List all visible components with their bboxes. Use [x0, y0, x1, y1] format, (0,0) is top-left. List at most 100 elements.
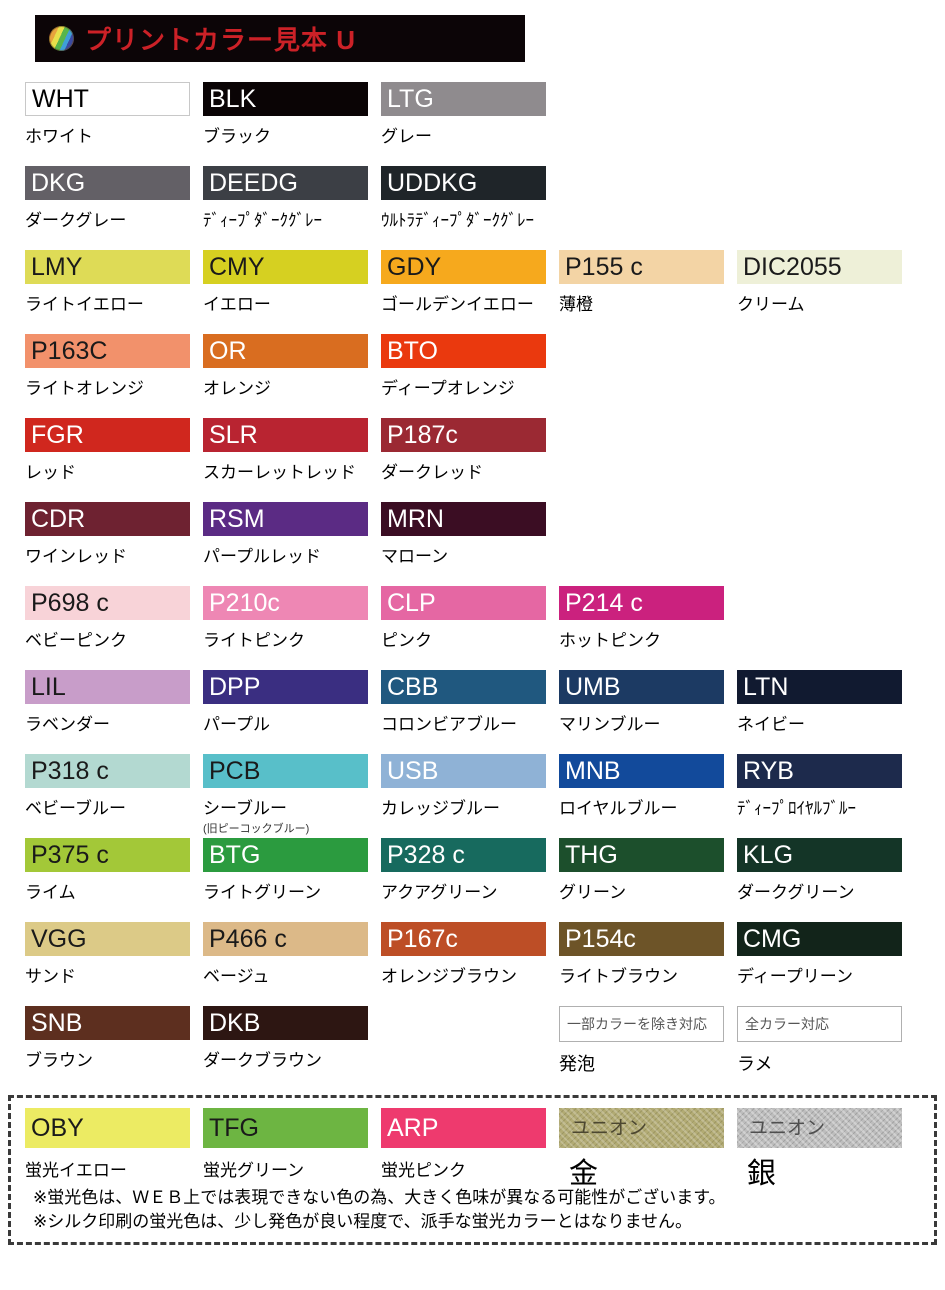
- color-cell-p210c: P210c ライトピンク: [203, 586, 368, 670]
- color-name: 蛍光イエロー: [25, 1161, 127, 1180]
- color-swatch: DIC2055: [737, 250, 902, 284]
- color-swatch: CBB: [381, 670, 546, 704]
- color-cell-umb: UMB マリンブルー: [559, 670, 724, 754]
- notes: ※蛍光色は、ＷＥＢ上では表現できない色の為、大きく色味が異なる可能性がございます…: [33, 1186, 726, 1234]
- color-cell-klg: KLG ダークグリーン: [737, 838, 902, 922]
- color-cell-p328c: P328 c アクアグリーン: [381, 838, 546, 922]
- color-swatch: CDR: [25, 502, 190, 536]
- color-name: アクアグリーン: [381, 883, 498, 902]
- color-cell-lmy: LMY ライトイエロー: [25, 250, 190, 334]
- color-cell-p155c: P155 c 薄橙: [559, 250, 724, 334]
- color-cell-tfg: TFG 蛍光グリーン: [203, 1108, 368, 1192]
- color-name: ロイヤルブルー: [559, 799, 678, 818]
- support-box: 一部カラーを除き対応: [559, 1006, 724, 1042]
- color-name: オレンジブラウン: [381, 967, 517, 986]
- color-name: ディープリーン: [737, 967, 853, 986]
- color-cell-oby: OBY 蛍光イエロー: [25, 1108, 190, 1192]
- color-swatch: DKB: [203, 1006, 368, 1040]
- color-name: イエロー: [203, 295, 271, 314]
- color-swatch: CMY: [203, 250, 368, 284]
- color-swatch: DPP: [203, 670, 368, 704]
- color-name: ベージュ: [203, 967, 270, 986]
- color-name: マリンブルー: [559, 715, 661, 734]
- color-cell-p375c: P375 c ライム: [25, 838, 190, 922]
- color-cell-p167c: P167c オレンジブラウン: [381, 922, 546, 1006]
- support-box: 全カラー対応: [737, 1006, 902, 1042]
- support-cell: 全カラー対応 ラメ: [737, 1006, 902, 1090]
- color-name: グリーン: [559, 883, 627, 902]
- rainbow-palette-icon: [49, 26, 74, 51]
- color-swatch: P155 c: [559, 250, 724, 284]
- color-cell-uddkg: UDDKG ｳﾙﾄﾗﾃﾞｨｰﾌﾟﾀﾞｰｸｸﾞﾚｰ: [381, 166, 546, 250]
- color-name: マローン: [381, 547, 449, 566]
- color-swatch: BTO: [381, 334, 546, 368]
- empty-cell: [559, 166, 724, 250]
- empty-cell: [737, 502, 902, 586]
- color-swatch: LTG: [381, 82, 546, 116]
- color-cell-deedg: DEEDG ﾃﾞｨｰﾌﾟﾀﾞｰｸｸﾞﾚｰ: [203, 166, 368, 250]
- color-swatch: DEEDG: [203, 166, 368, 200]
- color-cell-thg: THG グリーン: [559, 838, 724, 922]
- color-cell-slr: SLR スカーレットレッド: [203, 418, 368, 502]
- color-swatch: LMY: [25, 250, 190, 284]
- empty-cell: [737, 334, 902, 418]
- color-swatch: LIL: [25, 670, 190, 704]
- color-name: ブラック: [203, 127, 271, 146]
- color-name: ライトピンク: [203, 631, 305, 650]
- color-swatch: FGR: [25, 418, 190, 452]
- color-cell-p318c: P318 c ベビーブルー: [25, 754, 190, 838]
- note-line: ※蛍光色は、ＷＥＢ上では表現できない色の為、大きく色味が異なる可能性がございます…: [33, 1188, 726, 1207]
- color-swatch: P328 c: [381, 838, 546, 872]
- color-cell-bto: BTO ディープオレンジ: [381, 334, 546, 418]
- color-cell-blk: BLK ブラック: [203, 82, 368, 166]
- color-swatch: SNB: [25, 1006, 190, 1040]
- color-cell-cbb: CBB コロンビアブルー: [381, 670, 546, 754]
- color-cell-ltg: LTG グレー: [381, 82, 546, 166]
- color-cell-mnb: MNB ロイヤルブルー: [559, 754, 724, 838]
- fabric-swatch: ユニオン: [559, 1108, 724, 1148]
- color-swatch: KLG: [737, 838, 902, 872]
- color-swatch: CMG: [737, 922, 902, 956]
- empty-cell: [381, 1006, 546, 1090]
- color-cell-ryb: RYB ﾃﾞｨｰﾌﾟﾛｲﾔﾙﾌﾞﾙｰ: [737, 754, 902, 838]
- color-name: ダークレッド: [381, 463, 483, 482]
- color-swatch: P163C: [25, 334, 190, 368]
- color-cell-mrn: MRN マローン: [381, 502, 546, 586]
- fluorescent-section: OBY 蛍光イエロー TFG 蛍光グリーン ARP 蛍光ピンク ユニオン金ユニオン銀 ※蛍光…: [8, 1095, 937, 1245]
- empty-cell: [559, 502, 724, 586]
- color-swatch: BLK: [203, 82, 368, 116]
- color-cell-p163c: P163C ライトオレンジ: [25, 334, 190, 418]
- color-cell-p187c: P187c ダークレッド: [381, 418, 546, 502]
- color-cell-snb: SNB ブラウン: [25, 1006, 190, 1090]
- color-cell-dic2055: DIC2055 クリーム: [737, 250, 902, 334]
- color-cell-btg: BTG ライトグリーン: [203, 838, 368, 922]
- color-swatch: CLP: [381, 586, 546, 620]
- color-swatch: BTG: [203, 838, 368, 872]
- color-swatch: VGG: [25, 922, 190, 956]
- color-name: ベビーピンク: [25, 631, 127, 650]
- color-name: ネイビー: [737, 715, 805, 734]
- color-swatch: SLR: [203, 418, 368, 452]
- color-name: ホワイト: [25, 127, 93, 146]
- color-cell-lil: LIL ラベンダー: [25, 670, 190, 754]
- color-name: グレー: [381, 127, 432, 146]
- color-cell-gdy: GDY ゴールデンイエロー: [381, 250, 546, 334]
- color-cell-dkb: DKB ダークブラウン: [203, 1006, 368, 1090]
- color-name: ベビーブルー: [25, 799, 126, 818]
- color-grid: WHT ホワイト BLK ブラック LTG グレー DKG ダークグレー DEEDG ﾃﾞｨｰﾌﾟ…: [25, 82, 902, 1090]
- color-swatch: RYB: [737, 754, 902, 788]
- color-cell-wht: WHT ホワイト: [25, 82, 190, 166]
- color-name: ライム: [25, 883, 76, 902]
- color-name: ライトグリーン: [203, 883, 322, 902]
- color-swatch: MNB: [559, 754, 724, 788]
- color-name: レッド: [25, 463, 76, 482]
- color-name: スカーレットレッド: [203, 463, 356, 482]
- color-swatch: P375 c: [25, 838, 190, 872]
- color-name: ライトブラウン: [559, 967, 678, 986]
- color-swatch: DKG: [25, 166, 190, 200]
- color-swatch: P187c: [381, 418, 546, 452]
- color-name: カレッジブルー: [381, 799, 500, 818]
- support-box-label: ラメ: [737, 1054, 773, 1074]
- color-cell-rsm: RSM パープルレッド: [203, 502, 368, 586]
- page-title: プリントカラー見本 U: [85, 25, 357, 55]
